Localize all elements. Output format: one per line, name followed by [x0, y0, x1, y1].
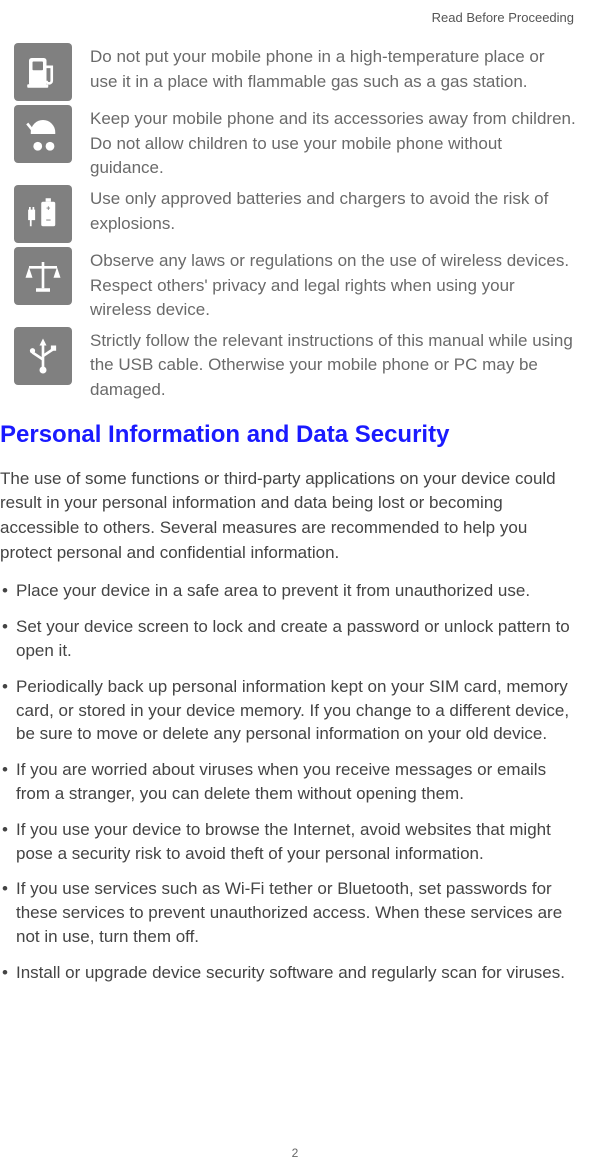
safety-text: Observe any laws or regulations on the u… [90, 247, 576, 323]
safety-row: Do not put your mobile phone in a high-t… [14, 43, 576, 101]
list-item: Place your device in a safe area to prev… [0, 579, 576, 603]
law-scale-icon [14, 247, 72, 305]
safety-text: Do not put your mobile phone in a high-t… [90, 43, 576, 94]
safety-text: Use only approved batteries and chargers… [90, 185, 576, 236]
section-intro: The use of some functions or third-party… [0, 467, 576, 566]
battery-charger-icon: + − [14, 185, 72, 243]
section-heading: Personal Information and Data Security [0, 421, 576, 449]
svg-text:+: + [46, 205, 50, 212]
document-page: Read Before Proceeding Do not put your m… [0, 0, 590, 1168]
child-stroller-icon [14, 105, 72, 163]
safety-list: Do not put your mobile phone in a high-t… [14, 43, 576, 403]
safety-row: Observe any laws or regulations on the u… [14, 247, 576, 323]
gas-station-icon [14, 43, 72, 101]
list-item: If you use services such as Wi-Fi tether… [0, 877, 576, 948]
page-number: 2 [0, 1146, 590, 1160]
bullet-list: Place your device in a safe area to prev… [0, 579, 576, 984]
usb-icon [14, 327, 72, 385]
list-item: Periodically back up personal informatio… [0, 675, 576, 746]
list-item: Set your device screen to lock and creat… [0, 615, 576, 663]
list-item: Install or upgrade device security softw… [0, 961, 576, 985]
list-item: If you use your device to browse the Int… [0, 818, 576, 866]
safety-row: + − Use only approved batteries and char… [14, 185, 576, 243]
safety-text: Keep your mobile phone and its accessori… [90, 105, 576, 181]
safety-row: Keep your mobile phone and its accessori… [14, 105, 576, 181]
safety-row: Strictly follow the relevant instruction… [14, 327, 576, 403]
safety-text: Strictly follow the relevant instruction… [90, 327, 576, 403]
page-header-right: Read Before Proceeding [14, 10, 576, 25]
svg-text:−: − [46, 215, 51, 225]
list-item: If you are worried about viruses when yo… [0, 758, 576, 806]
